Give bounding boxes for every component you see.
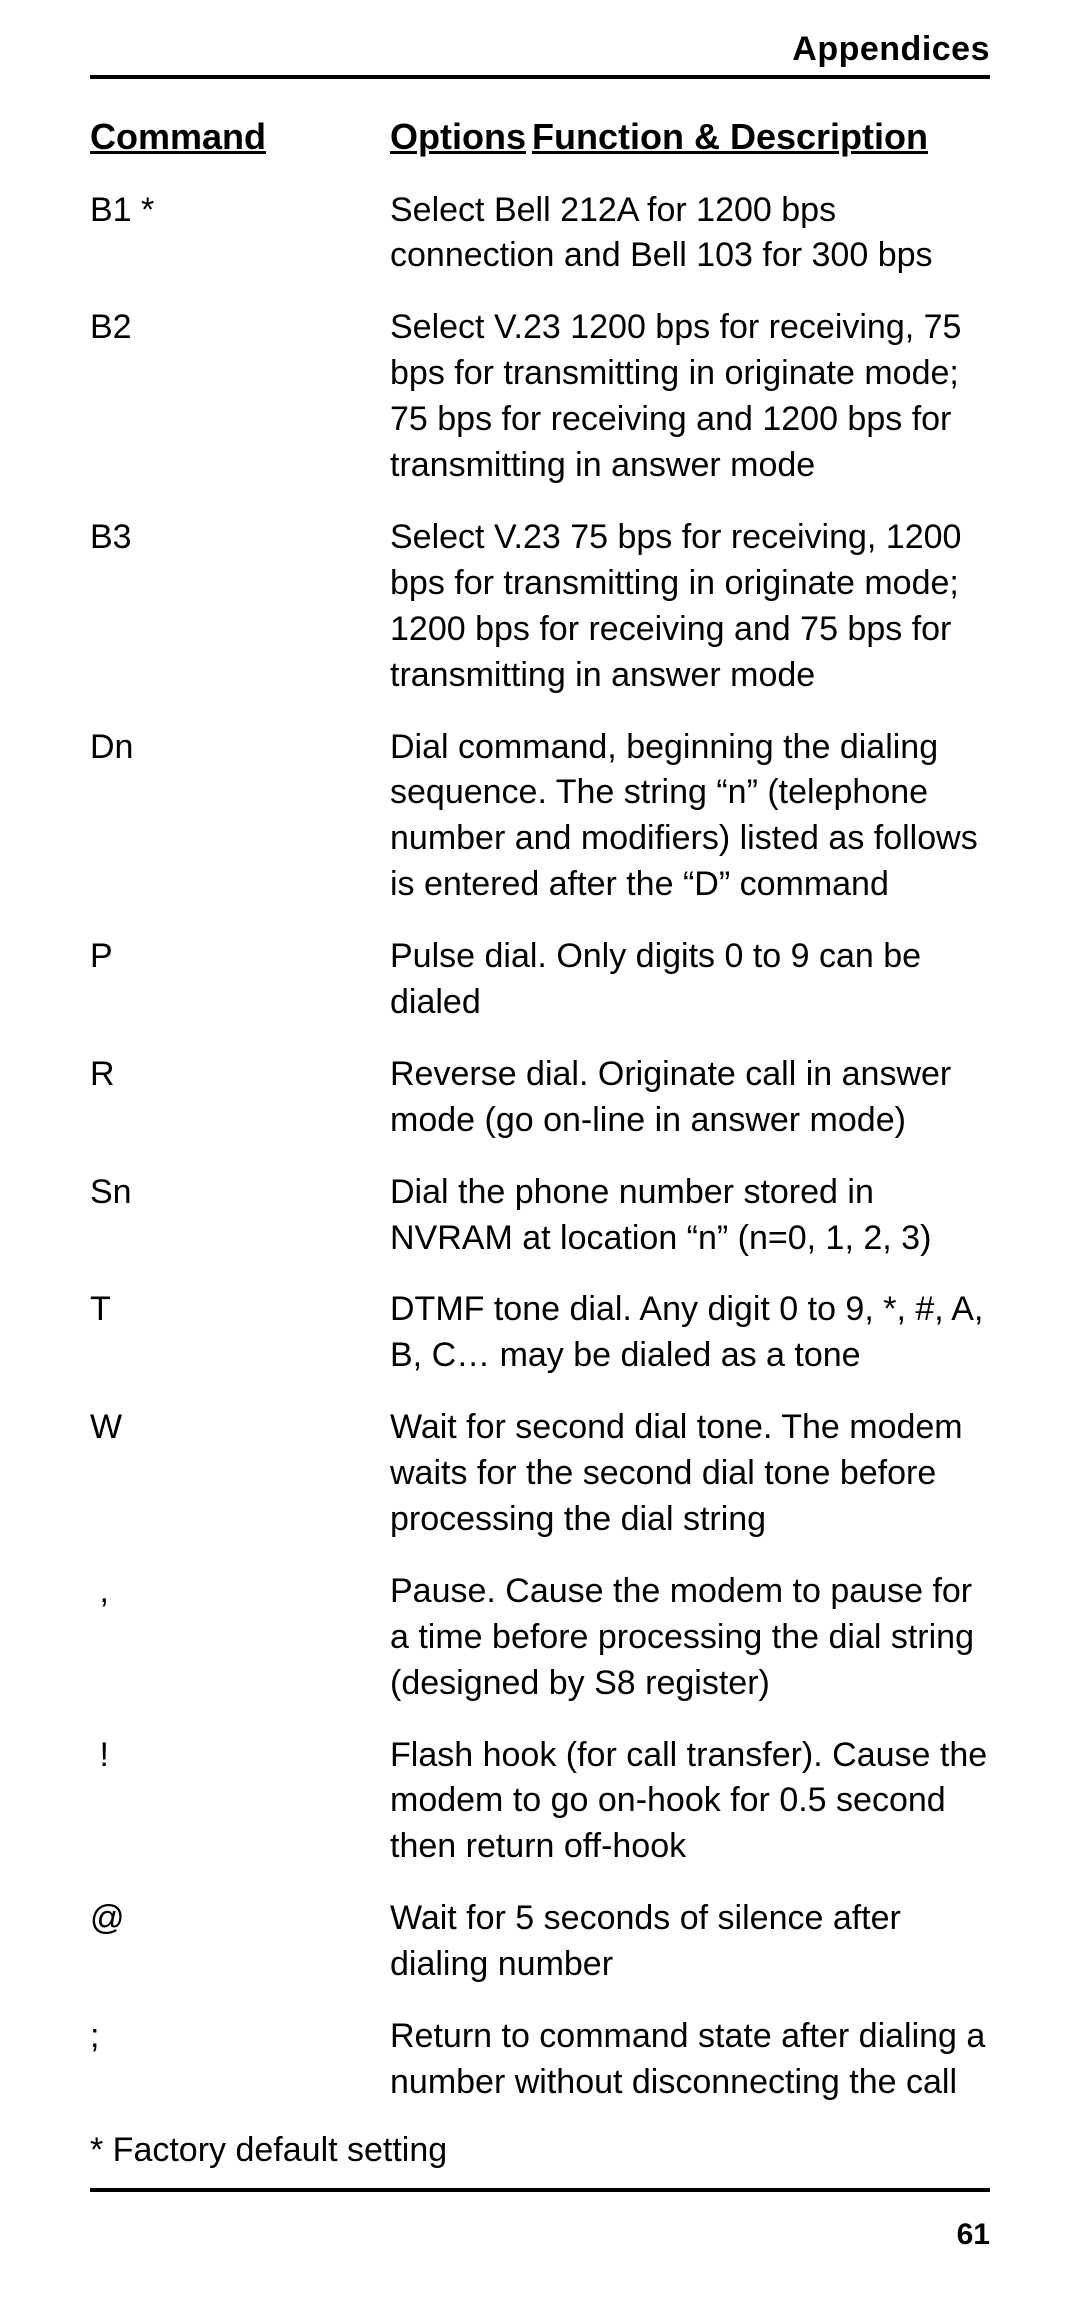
description-cell: Wait for second dial tone. The modem wai… bbox=[390, 1405, 990, 1543]
command-cell: B2 bbox=[90, 305, 390, 351]
table-row: DnDial command, beginning the dialing se… bbox=[90, 725, 990, 909]
page-number: 61 bbox=[90, 2218, 990, 2252]
description-cell: Select V.23 75 bps for receiving, 1200 b… bbox=[390, 515, 990, 699]
description-cell: Dial the phone number stored in NVRAM at… bbox=[390, 1170, 990, 1262]
document-page: Appendices Command OptionsFunction & Des… bbox=[0, 0, 1080, 2312]
table-row: @Wait for 5 seconds of silence after dia… bbox=[90, 1896, 990, 1988]
command-cell: Dn bbox=[90, 725, 390, 771]
header-options-function: OptionsFunction & Description bbox=[390, 113, 990, 162]
description-cell: Dial command, beginning the dialing sequ… bbox=[390, 725, 990, 909]
command-cell: R bbox=[90, 1052, 390, 1098]
description-cell: Pulse dial. Only digits 0 to 9 can be di… bbox=[390, 934, 990, 1026]
command-cell: Sn bbox=[90, 1170, 390, 1216]
header-function: Function & Description bbox=[532, 116, 928, 157]
table-row: SnDial the phone number stored in NVRAM … bbox=[90, 1170, 990, 1262]
header-command: Command bbox=[90, 113, 390, 162]
command-cell: ; bbox=[90, 2014, 390, 2060]
section-label: Appendices bbox=[90, 30, 990, 69]
table-row: WWait for second dial tone. The modem wa… bbox=[90, 1405, 990, 1543]
description-cell: Return to command state after dialing a … bbox=[390, 2014, 990, 2106]
command-cell: @ bbox=[90, 1896, 390, 1942]
table-row: RReverse dial. Originate call in answer … bbox=[90, 1052, 990, 1144]
rule-top bbox=[90, 75, 990, 79]
description-cell: Reverse dial. Originate call in answer m… bbox=[390, 1052, 990, 1144]
table-row: TDTMF tone dial. Any digit 0 to 9, *, #,… bbox=[90, 1287, 990, 1379]
description-cell: Select Bell 212A for 1200 bps connection… bbox=[390, 188, 990, 280]
description-cell: Pause. Cause the modem to pause for a ti… bbox=[390, 1569, 990, 1707]
table-row: B1 *Select Bell 212A for 1200 bps connec… bbox=[90, 188, 990, 280]
command-cell: P bbox=[90, 934, 390, 980]
description-cell: Flash hook (for call transfer). Cause th… bbox=[390, 1733, 990, 1871]
table-row: ;Return to command state after dialing a… bbox=[90, 2014, 990, 2106]
table-header-row: Command OptionsFunction & Description bbox=[90, 113, 990, 162]
rule-bottom bbox=[90, 2188, 990, 2192]
command-cell: W bbox=[90, 1405, 390, 1451]
description-cell: Wait for 5 seconds of silence after dial… bbox=[390, 1896, 990, 1988]
table-body: B1 *Select Bell 212A for 1200 bps connec… bbox=[90, 188, 990, 2106]
footnote: * Factory default setting bbox=[90, 2128, 990, 2174]
command-cell: T bbox=[90, 1287, 390, 1333]
table-row: B3Select V.23 75 bps for receiving, 1200… bbox=[90, 515, 990, 699]
description-cell: Select V.23 1200 bps for receiving, 75 b… bbox=[390, 305, 990, 489]
command-cell: B1 * bbox=[90, 188, 390, 234]
header-options: Options bbox=[390, 116, 526, 157]
command-cell: B3 bbox=[90, 515, 390, 561]
table-row: PPulse dial. Only digits 0 to 9 can be d… bbox=[90, 934, 990, 1026]
table-row: ,Pause. Cause the modem to pause for a t… bbox=[90, 1569, 990, 1707]
table-row: !Flash hook (for call transfer). Cause t… bbox=[90, 1733, 990, 1871]
command-cell: ! bbox=[90, 1733, 390, 1779]
table-row: B2Select V.23 1200 bps for receiving, 75… bbox=[90, 305, 990, 489]
description-cell: DTMF tone dial. Any digit 0 to 9, *, #, … bbox=[390, 1287, 990, 1379]
command-cell: , bbox=[90, 1569, 390, 1615]
